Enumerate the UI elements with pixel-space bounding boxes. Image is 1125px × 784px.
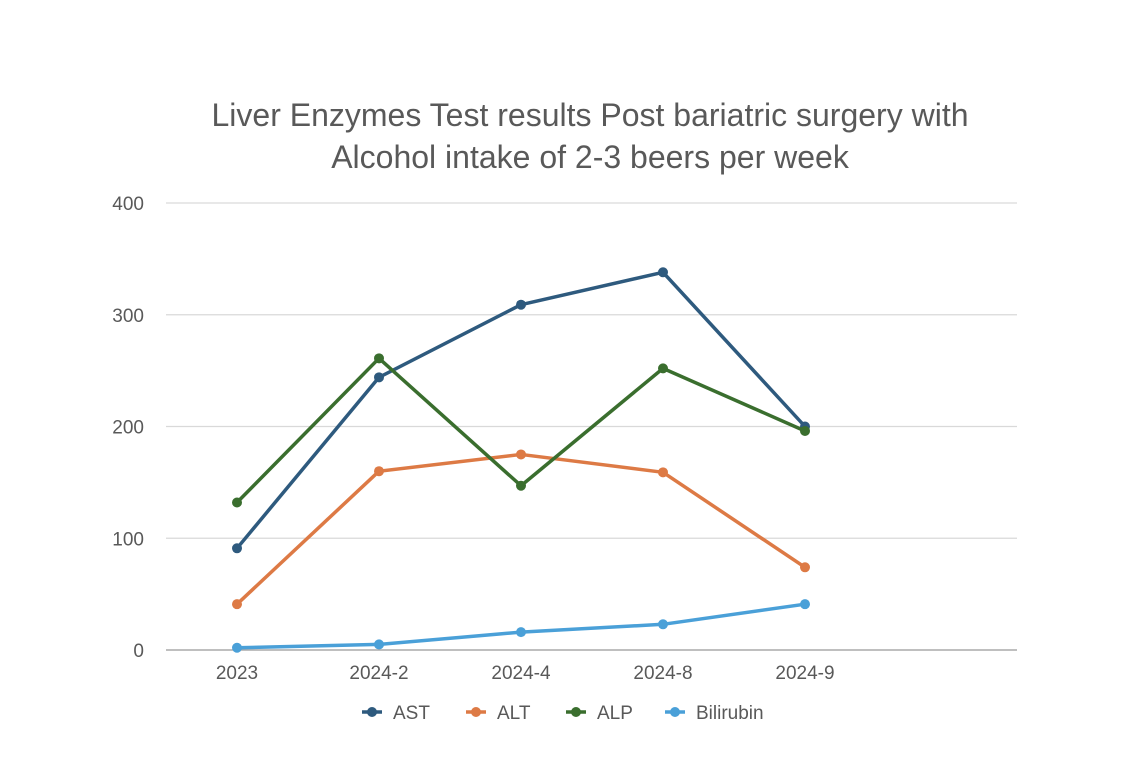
y-tick-label: 400 bbox=[112, 194, 144, 215]
series-line-bilirubin bbox=[235, 602, 807, 650]
legend-label: ALT bbox=[497, 703, 531, 724]
chart-title-line-1: Liver Enzymes Test results Post bariatri… bbox=[212, 97, 969, 133]
data-point-ast bbox=[658, 267, 668, 278]
data-point-alp bbox=[374, 353, 384, 364]
legend-swatch-marker bbox=[471, 707, 481, 717]
data-point-ast bbox=[516, 299, 526, 310]
data-point-bilirubin bbox=[374, 639, 384, 650]
data-point-ast bbox=[232, 543, 242, 554]
series-line-ast bbox=[235, 270, 807, 551]
series-lines bbox=[232, 267, 810, 653]
data-point-bilirubin bbox=[516, 627, 526, 638]
x-axis-tick-labels: 2023 2024-2 2024-4 2024-8 2024-9 bbox=[216, 663, 835, 684]
data-point-bilirubin bbox=[658, 619, 668, 630]
x-tick-label: 2024-4 bbox=[491, 663, 551, 684]
chart-title: Liver Enzymes Test results Post bariatri… bbox=[212, 97, 969, 175]
x-tick-label: 2024-8 bbox=[633, 663, 692, 684]
data-point-alt bbox=[374, 466, 384, 477]
legend-item-bilirubin: Bilirubin bbox=[665, 703, 764, 724]
data-point-alp bbox=[516, 480, 526, 491]
data-point-alp bbox=[232, 497, 242, 508]
series-alt bbox=[232, 449, 810, 610]
legend-item-alp: ALP bbox=[566, 703, 633, 724]
y-tick-label: 200 bbox=[112, 418, 144, 439]
data-point-alt bbox=[232, 599, 242, 610]
series-alp bbox=[232, 353, 810, 508]
y-tick-label: 0 bbox=[133, 641, 144, 662]
x-tick-label: 2023 bbox=[216, 663, 258, 684]
chart-title-line-2: Alcohol intake of 2-3 beers per week bbox=[331, 139, 850, 175]
data-point-ast bbox=[374, 372, 384, 383]
series-ast bbox=[232, 267, 810, 554]
x-tick-label: 2024-9 bbox=[775, 663, 834, 684]
legend: AST ALT ALP Bilirubin bbox=[362, 703, 764, 724]
legend-label: ALP bbox=[597, 703, 633, 724]
legend-item-alt: ALT bbox=[466, 703, 531, 724]
legend-swatch-marker bbox=[571, 707, 581, 717]
data-point-alt bbox=[800, 562, 810, 573]
y-tick-label: 100 bbox=[112, 529, 144, 550]
data-point-alt bbox=[516, 449, 526, 460]
series-line-alt bbox=[235, 452, 807, 606]
x-tick-label: 2024-2 bbox=[349, 663, 408, 684]
data-point-bilirubin bbox=[232, 642, 242, 653]
legend-label: Bilirubin bbox=[696, 703, 764, 724]
legend-swatch-marker bbox=[670, 707, 680, 717]
y-axis-tick-labels: 0 100 200 300 400 bbox=[112, 194, 144, 662]
data-point-alp bbox=[800, 425, 810, 436]
data-point-bilirubin bbox=[800, 599, 810, 610]
legend-item-ast: AST bbox=[362, 703, 430, 724]
series-bilirubin bbox=[232, 599, 810, 653]
data-point-alt bbox=[658, 467, 668, 478]
y-tick-label: 300 bbox=[112, 306, 144, 327]
legend-swatch-marker bbox=[367, 707, 377, 717]
data-point-alp bbox=[658, 363, 668, 374]
legend-label: AST bbox=[393, 703, 430, 724]
